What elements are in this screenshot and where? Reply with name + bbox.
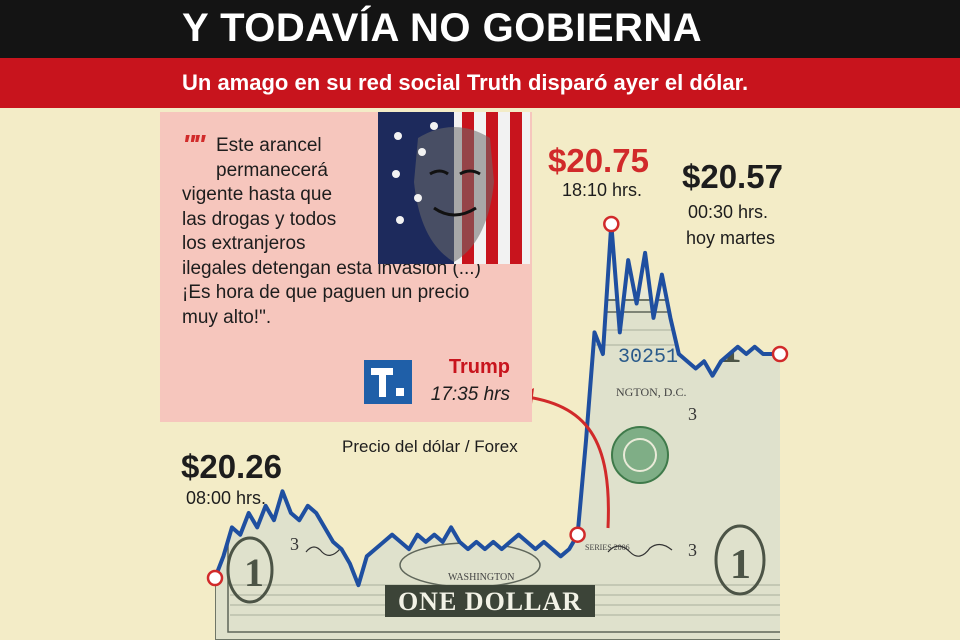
bill-digit-right: 1	[730, 542, 751, 588]
svg-text:3: 3	[688, 540, 697, 560]
start-time-label: 08:00 hrs.	[186, 488, 267, 508]
header-bar	[0, 0, 960, 58]
end-day-label: hoy martes	[686, 228, 776, 248]
start-marker	[206, 569, 224, 587]
quote-line: las drogas y todos	[182, 208, 337, 230]
quote-author: Trump	[448, 356, 510, 378]
bill-number: 3	[688, 404, 697, 424]
peak-price-label: $20.75	[548, 142, 649, 179]
quote-line: los extranjeros	[182, 233, 306, 254]
quote-mark-icon: ""	[182, 129, 206, 160]
peak-time-label: 18:10 hrs.	[562, 180, 643, 200]
subheadline: Un amago en su red social Truth disparó …	[182, 70, 749, 95]
subheader-bar	[0, 58, 960, 108]
headline: Y TODAVÍA NO GOBIERNA	[182, 6, 703, 50]
quote-line: ¡Es hora de que paguen un precio	[182, 282, 470, 303]
bill-city: NGTON, D.C.	[616, 385, 686, 399]
quote-time: 17:35 hrs	[430, 384, 510, 405]
end-price-label: $20.57	[682, 158, 783, 195]
bill-one-dollar: ONE DOLLAR	[398, 587, 582, 616]
bill-digit-left: 1	[244, 550, 264, 595]
quote-line: Este arancel	[216, 135, 322, 156]
svg-text:3: 3	[290, 534, 299, 554]
treasury-seal	[611, 426, 669, 484]
trump-flag-portrait	[378, 112, 530, 264]
trump-arrow	[519, 394, 610, 529]
quote-line: vigente hasta que	[182, 184, 333, 205]
svg-text:SERIES 2006: SERIES 2006	[585, 543, 630, 552]
quote-line: muy alto!".	[182, 306, 272, 328]
end-time-label: 00:30 hrs.	[688, 202, 769, 222]
start-price-label: $20.26	[181, 448, 282, 485]
truth-social-logo	[364, 360, 412, 404]
quote-line: permanecerá	[216, 159, 328, 181]
price-line	[213, 222, 780, 588]
announcement-marker	[569, 526, 586, 543]
end-marker	[771, 345, 789, 363]
chart-title: Precio del dólar / Forex	[342, 437, 518, 456]
svg-text:WASHINGTON: WASHINGTON	[448, 572, 514, 583]
peak-marker	[603, 215, 620, 233]
